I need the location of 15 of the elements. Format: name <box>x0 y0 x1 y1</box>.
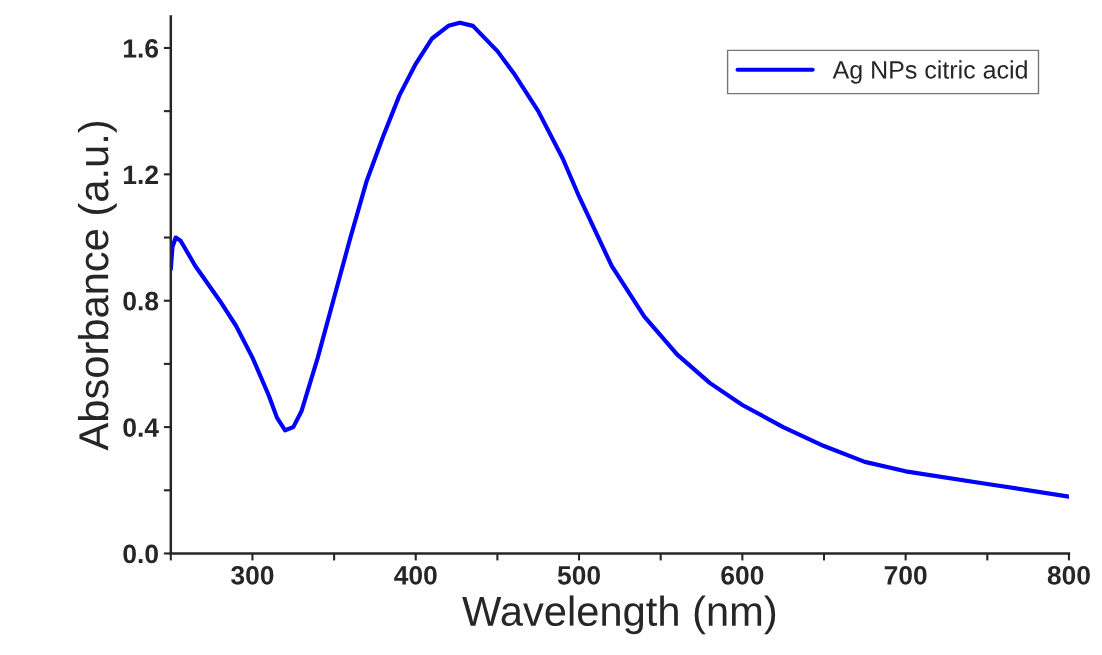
x-tick-label: 800 <box>1047 565 1090 585</box>
legend-label: Ag NPs citric acid <box>832 60 1027 84</box>
x-axis-title: Wavelength (nm) <box>462 595 776 635</box>
y-axis-title: Absorbance (a.u.) <box>77 121 117 451</box>
x-tick-label: 400 <box>394 565 437 585</box>
y-tick-label: 0.4 <box>123 418 159 437</box>
x-tick-label: 600 <box>721 565 764 585</box>
x-tick-label: 500 <box>557 565 600 585</box>
y-tick-label: 1.2 <box>123 165 158 184</box>
y-tick-label: 1.6 <box>123 39 159 58</box>
y-tick-label: 0.8 <box>123 291 159 311</box>
line-series <box>170 20 1069 499</box>
x-tick-label: 300 <box>231 565 274 585</box>
x-tick-label: 700 <box>884 565 927 585</box>
y-tick-label: 0.0 <box>123 544 158 564</box>
